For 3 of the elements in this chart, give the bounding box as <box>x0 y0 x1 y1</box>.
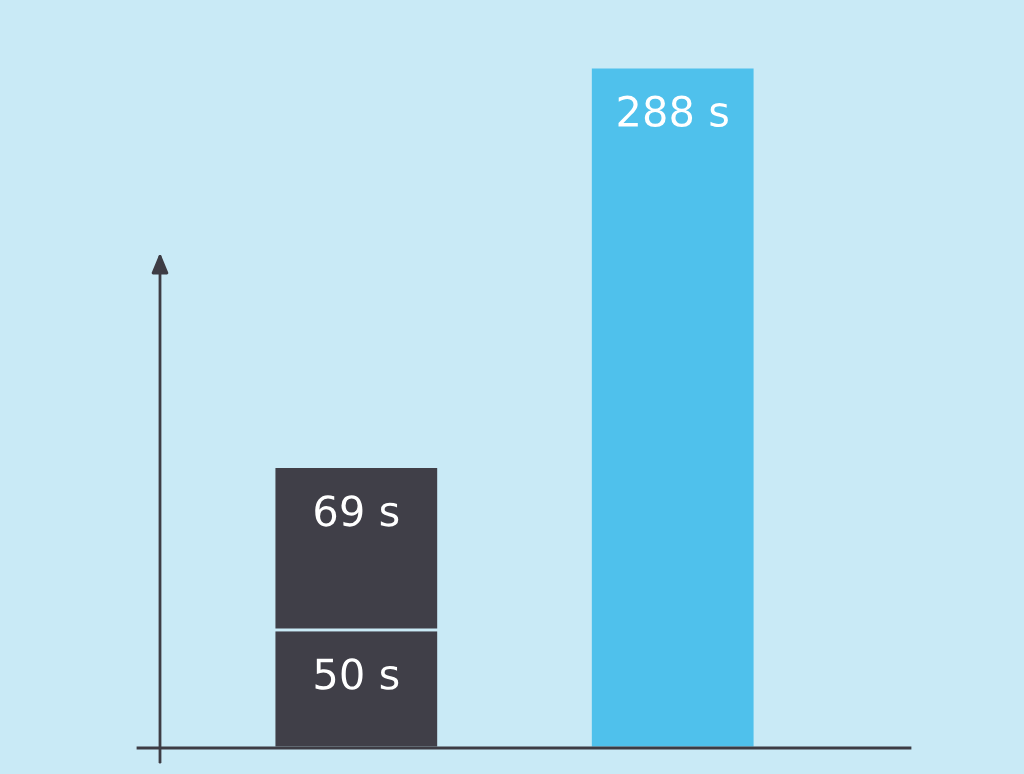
data-label: 50 s <box>315 658 399 690</box>
data-label: 69 s <box>315 495 399 527</box>
data-label: 288 s <box>618 95 728 128</box>
